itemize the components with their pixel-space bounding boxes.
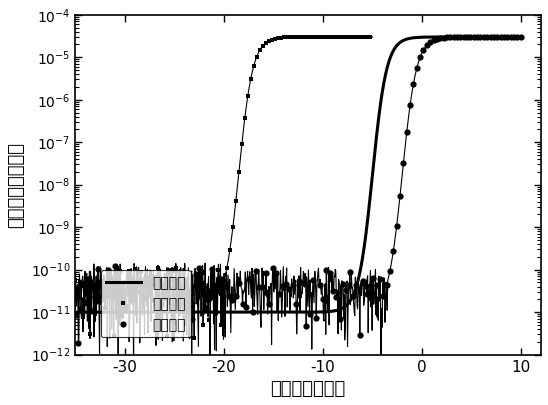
- 擦除状态: [99, 281, 105, 286]
- 编程状态: [72, 278, 78, 283]
- 初始状态: [99, 310, 106, 315]
- Legend: 初始状态, 编程状态, 擦除状态: 初始状态, 编程状态, 擦除状态: [101, 271, 191, 337]
- 编程状态: [227, 247, 233, 252]
- 擦除状态: [246, 276, 253, 281]
- Line: 编程状态: 编程状态: [72, 34, 373, 341]
- 擦除状态: [517, 34, 524, 39]
- 擦除状态: [172, 295, 179, 300]
- 编程状态: [191, 336, 197, 341]
- Y-axis label: 源漏电压（安培）: 源漏电压（安培）: [7, 142, 25, 228]
- 初始状态: [356, 273, 363, 278]
- 初始状态: [456, 34, 463, 39]
- 编程状态: [355, 34, 361, 39]
- 初始状态: [331, 309, 338, 313]
- Line: 擦除状态: 擦除状态: [72, 34, 524, 346]
- 编程状态: [250, 64, 257, 68]
- 编程状态: [140, 294, 147, 299]
- 初始状态: [72, 310, 78, 315]
- 擦除状态: [72, 313, 78, 318]
- 初始状态: [342, 303, 349, 308]
- Line: 初始状态: 初始状态: [75, 37, 521, 312]
- X-axis label: 栊电压（伏特）: 栊电压（伏特）: [270, 380, 346, 398]
- 编程状态: [346, 34, 352, 39]
- 擦除状态: [494, 34, 500, 39]
- 擦除状态: [186, 288, 192, 293]
- 初始状态: [410, 35, 416, 40]
- 编程状态: [128, 280, 135, 285]
- 擦除状态: [75, 340, 82, 345]
- 编程状态: [367, 34, 373, 39]
- 初始状态: [518, 34, 524, 39]
- 擦除状态: [490, 34, 497, 39]
